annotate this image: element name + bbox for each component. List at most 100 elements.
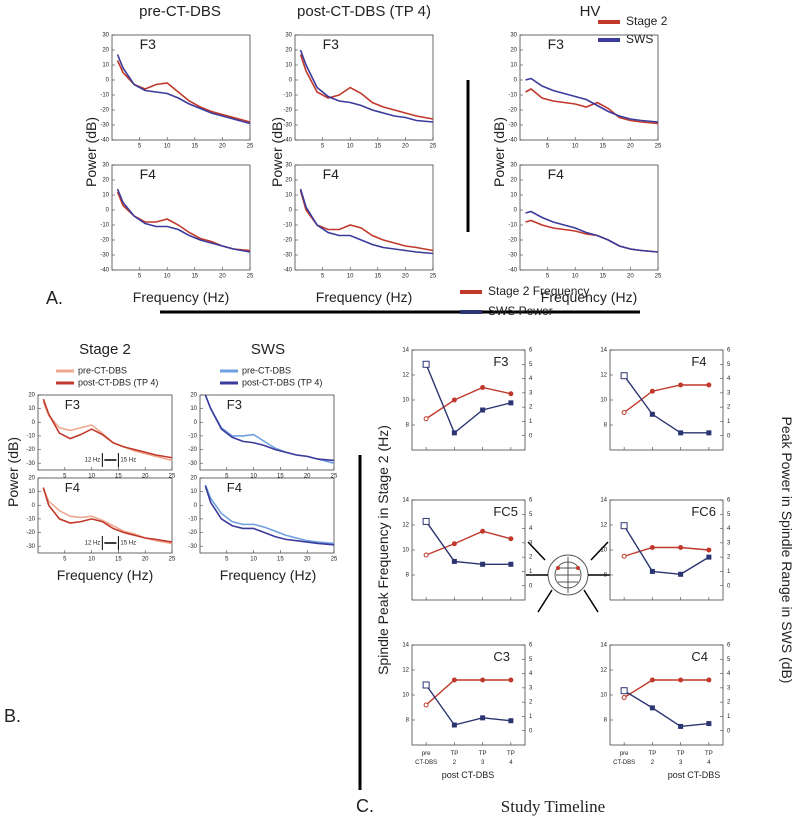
header: post-CT-DBS (TP 4) xyxy=(297,3,431,20)
y2-tick-label: 1 xyxy=(727,419,731,425)
marker xyxy=(451,722,457,728)
y-tick-label: 14 xyxy=(600,643,607,649)
y2-tick-label: 6 xyxy=(529,498,533,504)
panel-label: A. xyxy=(46,288,63,308)
chart-title: F4 xyxy=(548,166,565,182)
x-tick-label: 25 xyxy=(430,274,437,280)
marker xyxy=(480,715,486,721)
y2-tick-label: 4 xyxy=(529,376,533,382)
series-line xyxy=(299,49,434,123)
x-tick-label: 10 xyxy=(164,274,171,280)
marker xyxy=(451,677,457,683)
chart-title: FC6 xyxy=(691,504,716,519)
marker xyxy=(508,536,514,542)
y2-tick-label: 0 xyxy=(727,728,731,734)
x-tick-label: 15 xyxy=(191,144,198,150)
y-tick-label: 20 xyxy=(28,476,35,482)
y-tick-label: -30 xyxy=(508,123,517,129)
y2-tick-label: 4 xyxy=(727,526,731,532)
x-tick-label: 5 xyxy=(546,274,550,280)
x-axis-subtitle: post CT-DBS xyxy=(668,770,721,780)
y-tick-label: -10 xyxy=(508,93,517,99)
y2-tick-label: 5 xyxy=(529,512,533,518)
y-tick-label: 10 xyxy=(510,63,517,69)
y-tick-label: 10 xyxy=(190,489,197,495)
y-tick-label: 12 xyxy=(600,523,607,529)
y-tick-label: -10 xyxy=(26,516,35,522)
y-tick-label: 20 xyxy=(510,48,517,54)
y2-tick-label: 4 xyxy=(529,526,533,532)
x-tick-label: 20 xyxy=(142,557,149,563)
x-tick-label: 15 xyxy=(191,274,198,280)
y-tick-label: 0 xyxy=(514,78,518,84)
y-tick-label: 12 xyxy=(402,523,409,529)
y-tick-label: 30 xyxy=(102,33,109,39)
y-tick-label: 0 xyxy=(106,208,110,214)
y2-tick-label: 6 xyxy=(727,348,731,354)
y-tick-label: 10 xyxy=(510,193,517,199)
chart-title: F3 xyxy=(548,36,565,52)
x-tick-label: 20 xyxy=(142,474,149,480)
y2-tick-label: 0 xyxy=(529,583,533,589)
y-tick-label: 14 xyxy=(402,498,409,504)
x-tick-label: TP 3 xyxy=(677,751,685,766)
y2-tick-label: 1 xyxy=(529,714,533,720)
annotation: 15 Hz xyxy=(120,458,136,464)
y-tick-label: -30 xyxy=(26,544,35,550)
x-tick-label: 25 xyxy=(169,557,176,563)
x-tick-label: 5 xyxy=(138,144,142,150)
legend-label: pre-CT-DBS xyxy=(242,365,291,375)
marker xyxy=(451,430,457,436)
y-tick-label: 30 xyxy=(102,163,109,169)
series-line xyxy=(42,398,173,459)
y2-tick-label: 2 xyxy=(529,405,533,411)
y-tick-label: -40 xyxy=(100,268,109,274)
y-tick-label: -30 xyxy=(283,253,292,259)
x-tick-label: 15 xyxy=(115,474,122,480)
y-tick-label: -30 xyxy=(283,123,292,129)
marker xyxy=(706,547,712,553)
x-tick-label: TP 2 xyxy=(649,751,657,766)
chart-title: F3 xyxy=(65,397,80,412)
y-tick-label: 10 xyxy=(28,406,35,412)
series-line xyxy=(425,521,511,565)
x-tick-label: 15 xyxy=(277,557,284,563)
y-tick-label: 20 xyxy=(102,48,109,54)
series-line xyxy=(425,684,511,726)
marker xyxy=(678,677,684,683)
x-tick-label: 5 xyxy=(321,144,325,150)
x-tick-label: 10 xyxy=(164,144,171,150)
y2-tick-label: 2 xyxy=(529,555,533,561)
x-tick-label: 25 xyxy=(169,474,176,480)
marker xyxy=(620,372,628,380)
y2-tick-label: 0 xyxy=(727,583,731,589)
series-line xyxy=(42,401,173,462)
chart-title: F3 xyxy=(493,354,508,369)
series-line xyxy=(204,485,335,546)
y2-tick-label: 5 xyxy=(727,657,731,663)
marker xyxy=(422,681,430,689)
x-tick-label: 20 xyxy=(627,144,634,150)
y-tick-label: 8 xyxy=(406,573,410,579)
y-tick-label: 20 xyxy=(285,48,292,54)
series-line xyxy=(623,525,710,576)
x-tick-label: 20 xyxy=(627,274,634,280)
series-line xyxy=(116,188,251,253)
x-tick-label: pre CT-DBS xyxy=(415,751,437,766)
plot-frame xyxy=(111,164,251,271)
y2-tick-label: 4 xyxy=(727,376,731,382)
legend-label: post-CT-DBS (TP 4) xyxy=(78,377,158,387)
x-axis-subtitle: post CT-DBS xyxy=(442,770,495,780)
marker xyxy=(649,568,655,574)
marker xyxy=(508,400,514,406)
chart-title: C3 xyxy=(493,649,510,664)
y-axis-title: Power (dB) xyxy=(269,117,285,187)
x-tick-label: 10 xyxy=(88,474,95,480)
y-tick-label: -10 xyxy=(283,223,292,229)
plot-frame xyxy=(37,394,173,471)
marker xyxy=(706,721,712,727)
y2-tick-label: 6 xyxy=(727,498,731,504)
legend-label: post-CT-DBS (TP 4) xyxy=(242,377,322,387)
